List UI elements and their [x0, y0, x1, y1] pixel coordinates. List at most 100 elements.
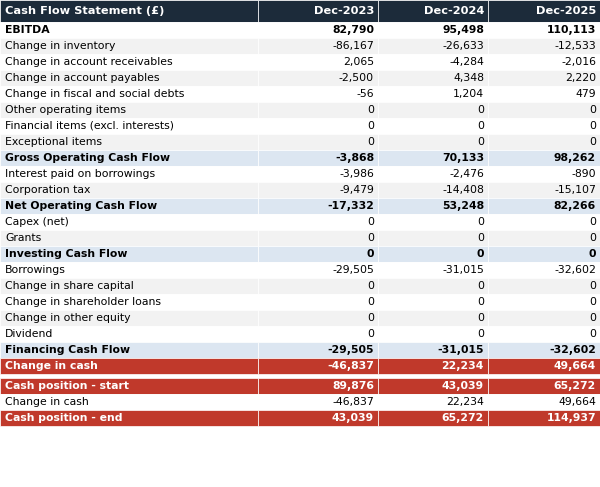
- Bar: [378, 0, 488, 22]
- Bar: [488, 394, 600, 410]
- Text: 0: 0: [477, 281, 484, 291]
- Bar: [258, 246, 378, 262]
- Bar: [378, 294, 488, 310]
- Text: -12,533: -12,533: [554, 41, 596, 51]
- Bar: [378, 134, 488, 150]
- Text: 0: 0: [477, 233, 484, 243]
- Bar: [488, 278, 600, 294]
- Bar: [258, 0, 378, 22]
- Bar: [488, 214, 600, 230]
- Text: 114,937: 114,937: [547, 413, 596, 423]
- Bar: [0, 38, 258, 54]
- Text: Dec-2023: Dec-2023: [314, 6, 374, 16]
- Bar: [258, 38, 378, 54]
- Text: 43,039: 43,039: [442, 381, 484, 391]
- Text: -2,016: -2,016: [561, 57, 596, 67]
- Bar: [258, 278, 378, 294]
- Bar: [378, 22, 488, 38]
- Text: -32,602: -32,602: [549, 345, 596, 355]
- Bar: [378, 38, 488, 54]
- Bar: [258, 198, 378, 214]
- Text: -9,479: -9,479: [339, 185, 374, 195]
- Text: Change in cash: Change in cash: [5, 397, 89, 407]
- Bar: [0, 342, 258, 358]
- Text: 0: 0: [477, 121, 484, 131]
- Text: 0: 0: [367, 297, 374, 307]
- Bar: [0, 86, 258, 102]
- Text: 89,876: 89,876: [332, 381, 374, 391]
- Bar: [378, 358, 488, 374]
- Text: 0: 0: [476, 249, 484, 259]
- Bar: [488, 102, 600, 118]
- Text: 0: 0: [589, 297, 596, 307]
- Bar: [0, 278, 258, 294]
- Text: Cash position - end: Cash position - end: [5, 413, 122, 423]
- Bar: [488, 38, 600, 54]
- Text: -3,986: -3,986: [339, 169, 374, 179]
- Text: 0: 0: [367, 281, 374, 291]
- Text: Change in other equity: Change in other equity: [5, 313, 131, 323]
- Bar: [488, 378, 600, 394]
- Bar: [258, 22, 378, 38]
- Bar: [488, 0, 600, 22]
- Bar: [488, 246, 600, 262]
- Bar: [258, 378, 378, 394]
- Text: Change in share capital: Change in share capital: [5, 281, 134, 291]
- Bar: [488, 198, 600, 214]
- Bar: [488, 262, 600, 278]
- Bar: [378, 102, 488, 118]
- Bar: [378, 410, 488, 426]
- Bar: [378, 182, 488, 198]
- Bar: [488, 54, 600, 70]
- Bar: [258, 394, 378, 410]
- Bar: [258, 86, 378, 102]
- Text: 0: 0: [367, 233, 374, 243]
- Text: 0: 0: [589, 281, 596, 291]
- Bar: [378, 394, 488, 410]
- Text: 0: 0: [589, 217, 596, 227]
- Bar: [258, 150, 378, 166]
- Text: -3,868: -3,868: [335, 153, 374, 163]
- Bar: [0, 198, 258, 214]
- Text: 22,234: 22,234: [446, 397, 484, 407]
- Bar: [258, 166, 378, 182]
- Text: 2,220: 2,220: [565, 73, 596, 83]
- Text: Other operating items: Other operating items: [5, 105, 126, 115]
- Text: -46,837: -46,837: [327, 361, 374, 371]
- Text: -32,602: -32,602: [554, 265, 596, 275]
- Text: 0: 0: [477, 313, 484, 323]
- Text: Dec-2025: Dec-2025: [536, 6, 596, 16]
- Text: 43,039: 43,039: [332, 413, 374, 423]
- Text: Change in fiscal and social debts: Change in fiscal and social debts: [5, 89, 184, 99]
- Text: -14,408: -14,408: [442, 185, 484, 195]
- Bar: [258, 294, 378, 310]
- Text: 0: 0: [367, 249, 374, 259]
- Bar: [0, 54, 258, 70]
- Bar: [378, 166, 488, 182]
- Text: -890: -890: [571, 169, 596, 179]
- Bar: [0, 294, 258, 310]
- Bar: [378, 150, 488, 166]
- Bar: [258, 182, 378, 198]
- Bar: [0, 70, 258, 86]
- Text: 0: 0: [589, 329, 596, 339]
- Text: Change in cash: Change in cash: [5, 361, 98, 371]
- Bar: [488, 310, 600, 326]
- Text: -26,633: -26,633: [442, 41, 484, 51]
- Text: 0: 0: [367, 313, 374, 323]
- Bar: [0, 410, 258, 426]
- Text: 53,248: 53,248: [442, 201, 484, 211]
- Text: -29,505: -29,505: [332, 265, 374, 275]
- Bar: [258, 54, 378, 70]
- Text: Investing Cash Flow: Investing Cash Flow: [5, 249, 127, 259]
- Bar: [378, 70, 488, 86]
- Bar: [488, 118, 600, 134]
- Text: -31,015: -31,015: [437, 345, 484, 355]
- Text: 0: 0: [589, 313, 596, 323]
- Bar: [258, 310, 378, 326]
- Text: -46,837: -46,837: [332, 397, 374, 407]
- Bar: [0, 118, 258, 134]
- Text: Capex (net): Capex (net): [5, 217, 69, 227]
- Text: 0: 0: [367, 105, 374, 115]
- Bar: [0, 214, 258, 230]
